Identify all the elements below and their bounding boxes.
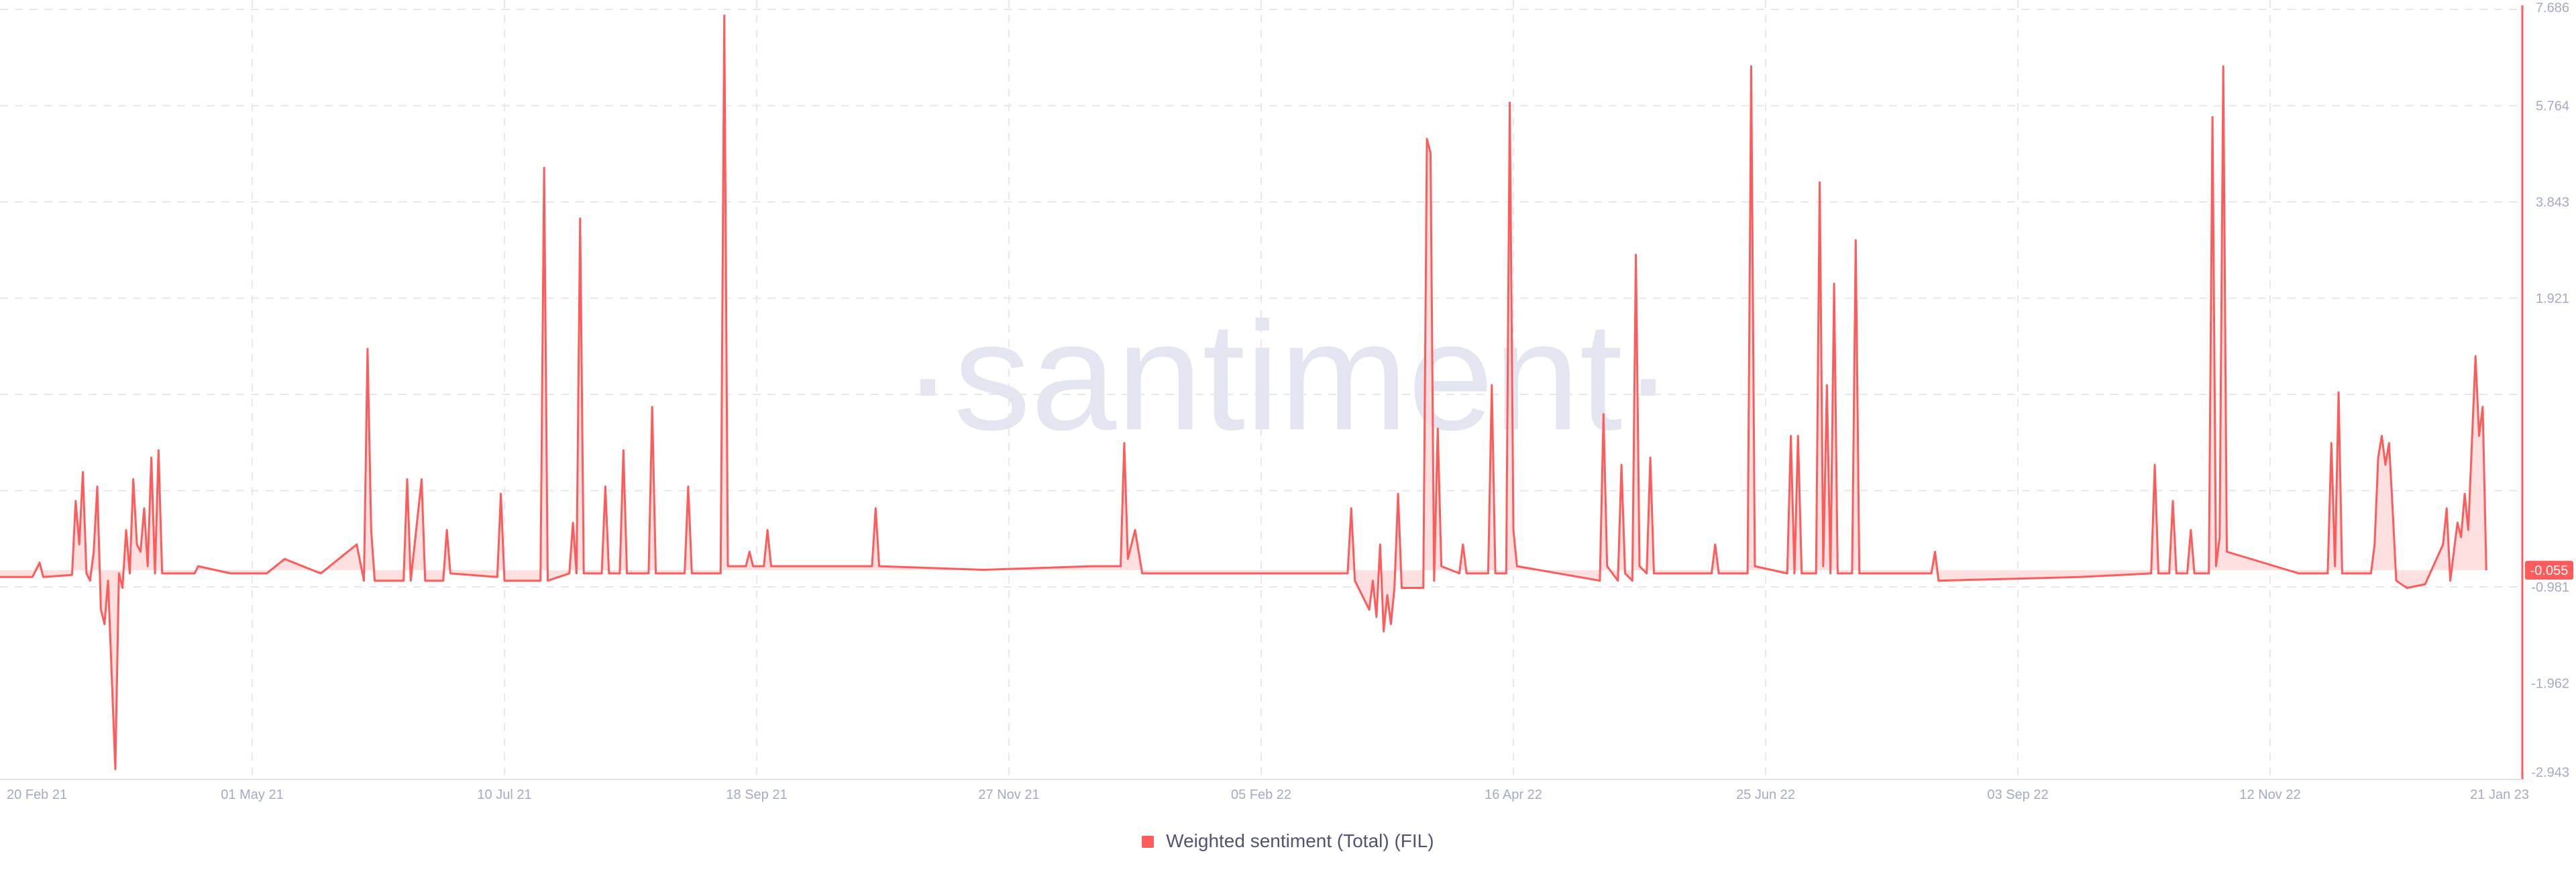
y-tick-label: 5.764: [2536, 99, 2569, 114]
x-tick-label: 01 May 21: [221, 787, 283, 802]
y-tick-label: -2.943: [2531, 765, 2569, 780]
x-tick-label: 20 Feb 21: [7, 787, 67, 802]
x-tick-label: 25 Jun 22: [1736, 787, 1795, 802]
x-tick-label: 10 Jul 21: [477, 787, 531, 802]
current-value-label: -0.055: [2530, 563, 2569, 578]
series-line: [0, 14, 2487, 771]
y-tick-label: 3.843: [2536, 195, 2569, 210]
x-tick-label: 05 Feb 22: [1231, 787, 1291, 802]
legend-swatch: [1142, 836, 1155, 848]
y-tick-label: 7.686: [2536, 1, 2569, 15]
grid: [0, 0, 2522, 779]
area-series: [0, 14, 2487, 771]
axes: [0, 5, 2524, 780]
x-tick-label: 27 Nov 21: [978, 787, 1039, 802]
x-tick-label: 18 Sep 21: [726, 787, 787, 802]
x-tick-label: 21 Jan 23: [2470, 787, 2529, 802]
santiment-watermark: ·santiment·: [902, 290, 1674, 462]
chart-legend[interactable]: Weighted sentiment (Total) (FIL): [0, 830, 2576, 852]
x-tick-label: 16 Apr 22: [1485, 787, 1542, 802]
current-value-flag: [2525, 561, 2573, 580]
y-tick-label: 1.921: [2536, 292, 2569, 307]
legend-label: Weighted sentiment (Total) (FIL): [1166, 830, 1434, 851]
y-tick-label: -1.962: [2531, 677, 2569, 692]
x-tick-label: 03 Sep 22: [1987, 787, 2048, 802]
x-tick-label: 12 Nov 22: [2239, 787, 2300, 802]
tick-labels: 20 Feb 21 01 May 21 10 Jul 21 18 Sep 21 27 N…: [7, 1, 2573, 802]
y-tick-label: -0.981: [2531, 580, 2569, 595]
